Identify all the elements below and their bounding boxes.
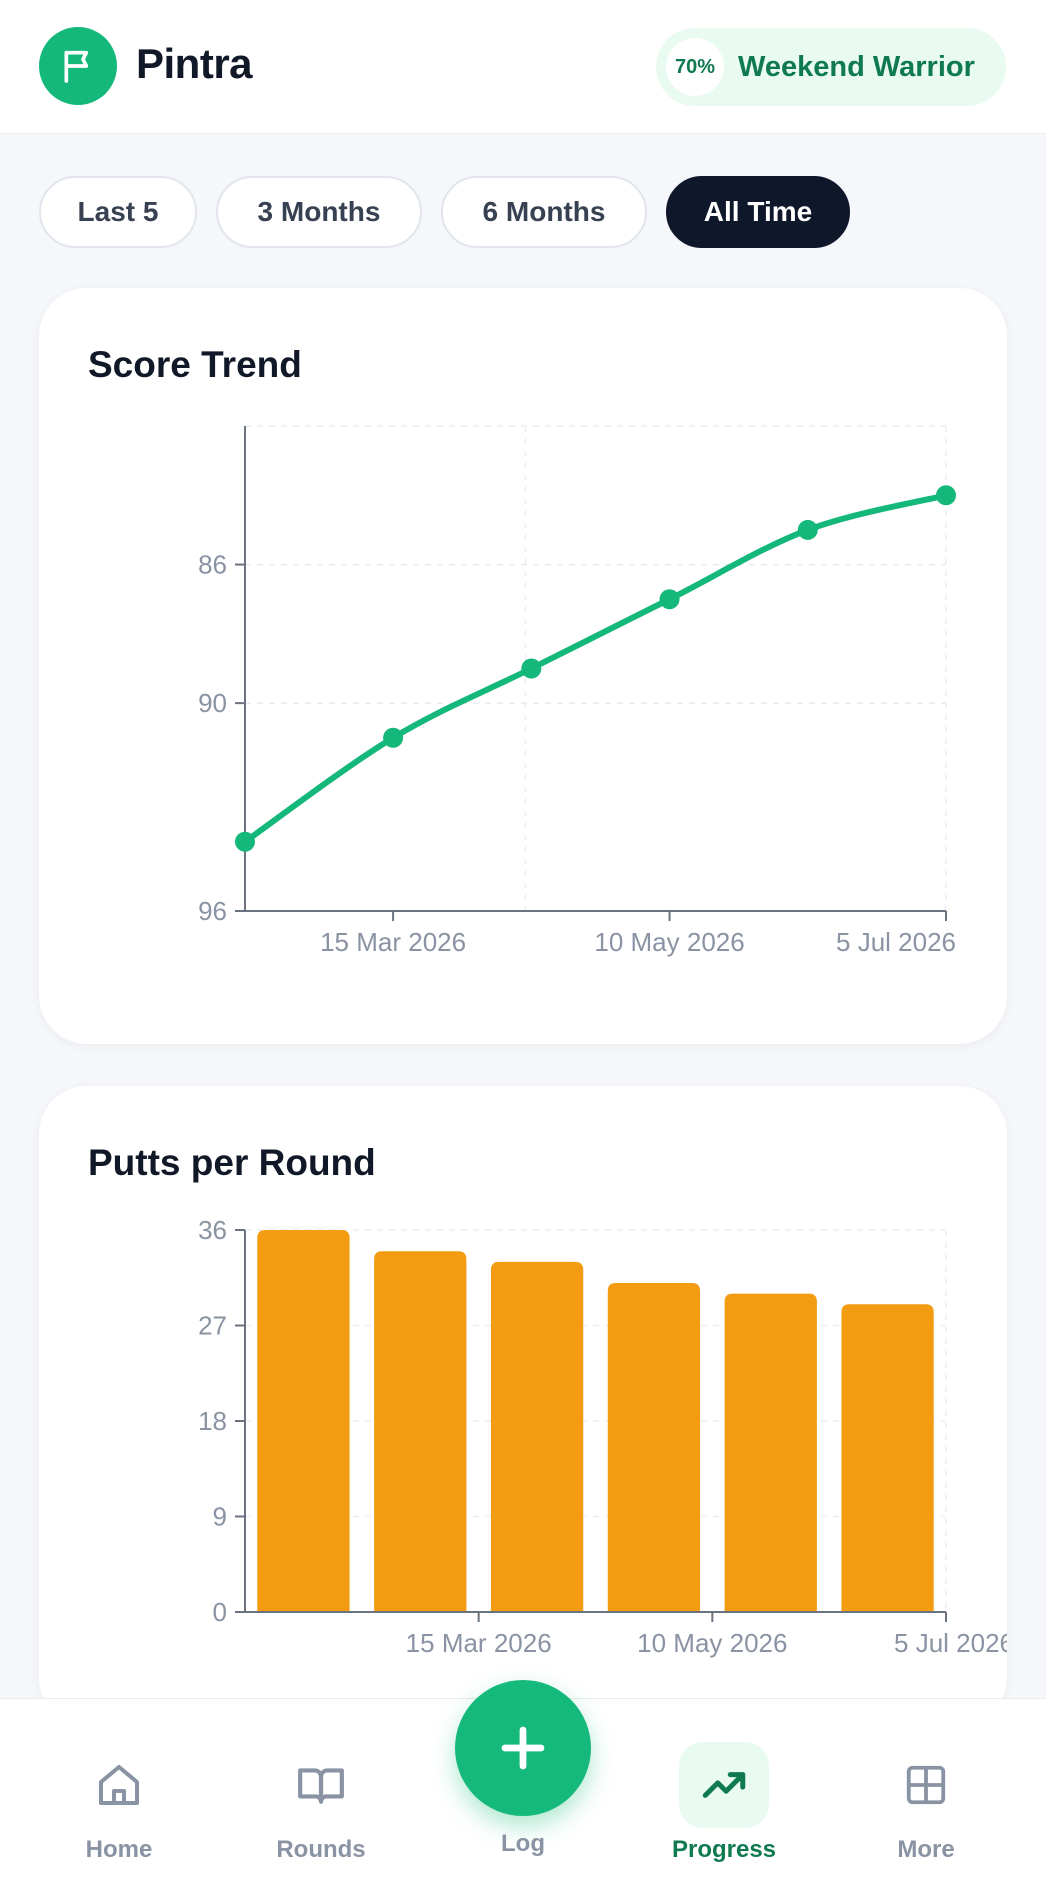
putts-y-tick-label: 18 [198, 1406, 227, 1436]
putts-card: Putts per Round 0 9 18 27 36 15 Mar 2026 10 Ma… [39, 1086, 1007, 1726]
putts-chart: 0 9 18 27 36 15 Mar 2026 10 May 2026 5 Jul 2026 [198, 1215, 1007, 1658]
score-trend-card: Score Trend 86 90 96 15 Mar 2026 10 May 2026… [39, 288, 1007, 1044]
badge-progress-ring: 70% [666, 38, 724, 96]
badge-label: Weekend Warrior [738, 50, 975, 83]
nav-progress[interactable]: Progress [649, 1742, 799, 1864]
putts-y-tick-label: 9 [213, 1502, 227, 1532]
nav-home-label: Home [85, 1836, 153, 1863]
nav-more-label: More [897, 1836, 955, 1863]
nav-rounds[interactable]: Rounds [246, 1742, 396, 1864]
filter-3-months[interactable]: 3 Months [216, 176, 422, 248]
filter-all-time[interactable]: All Time [666, 176, 850, 248]
trending-up-icon [679, 1742, 769, 1828]
putts-bar [724, 1293, 817, 1612]
putts-bar [841, 1304, 934, 1612]
nav-rounds-label: Rounds [276, 1836, 366, 1863]
flag-icon [64, 50, 89, 83]
book-icon [276, 1742, 366, 1828]
putts-y-tick-label: 36 [198, 1215, 227, 1245]
nav-home[interactable]: Home [44, 1742, 194, 1864]
app-header: Pintra 70% Weekend Warrior [0, 0, 1046, 134]
nav-log-label: Log [501, 1830, 545, 1857]
putts-x-tick-label: 10 May 2026 [637, 1628, 787, 1658]
putts-x-tick-label: 5 Jul 2026 [894, 1628, 1007, 1658]
putts-bar [607, 1283, 701, 1612]
score-trend-line [242, 492, 949, 845]
putts-bar [374, 1251, 467, 1612]
level-badge[interactable]: 70% Weekend Warrior [656, 28, 1006, 106]
score-x-tick-label: 10 May 2026 [594, 927, 744, 957]
score-y-tick-label: 90 [198, 688, 227, 718]
score-trend-title: Score Trend [88, 344, 302, 385]
score-y-tick-label: 96 [198, 896, 227, 926]
score-point [659, 589, 680, 610]
score-point [383, 727, 404, 748]
score-point [936, 485, 956, 506]
plus-icon [501, 1726, 545, 1770]
putts-y-tick-label: 27 [198, 1311, 227, 1341]
grid-icon [881, 1742, 971, 1828]
log-round-button[interactable] [455, 1680, 591, 1816]
putts-bar [490, 1261, 584, 1612]
app-logo[interactable] [39, 27, 117, 105]
filter-last-5[interactable]: Last 5 [39, 176, 197, 248]
nav-progress-label: Progress [671, 1836, 777, 1863]
score-x-tick-label: 5 Jul 2026 [836, 927, 956, 957]
putts-x-tick-label: 15 Mar 2026 [406, 1628, 552, 1658]
home-icon [74, 1742, 164, 1828]
score-point [235, 831, 255, 852]
putts-bar [257, 1230, 350, 1612]
app-title: Pintra [136, 40, 253, 87]
score-trend-chart: 86 90 96 15 Mar 2026 10 May 2026 5 Jul 2026 [198, 425, 956, 957]
score-point [521, 658, 542, 679]
score-x-tick-label: 15 Mar 2026 [320, 927, 466, 957]
nav-more[interactable]: More [851, 1742, 1001, 1864]
putts-y-tick-label: 0 [213, 1597, 227, 1627]
score-point [797, 519, 818, 540]
putts-title: Putts per Round [88, 1142, 376, 1183]
score-y-tick-label: 86 [198, 550, 227, 580]
filter-6-months[interactable]: 6 Months [441, 176, 647, 248]
